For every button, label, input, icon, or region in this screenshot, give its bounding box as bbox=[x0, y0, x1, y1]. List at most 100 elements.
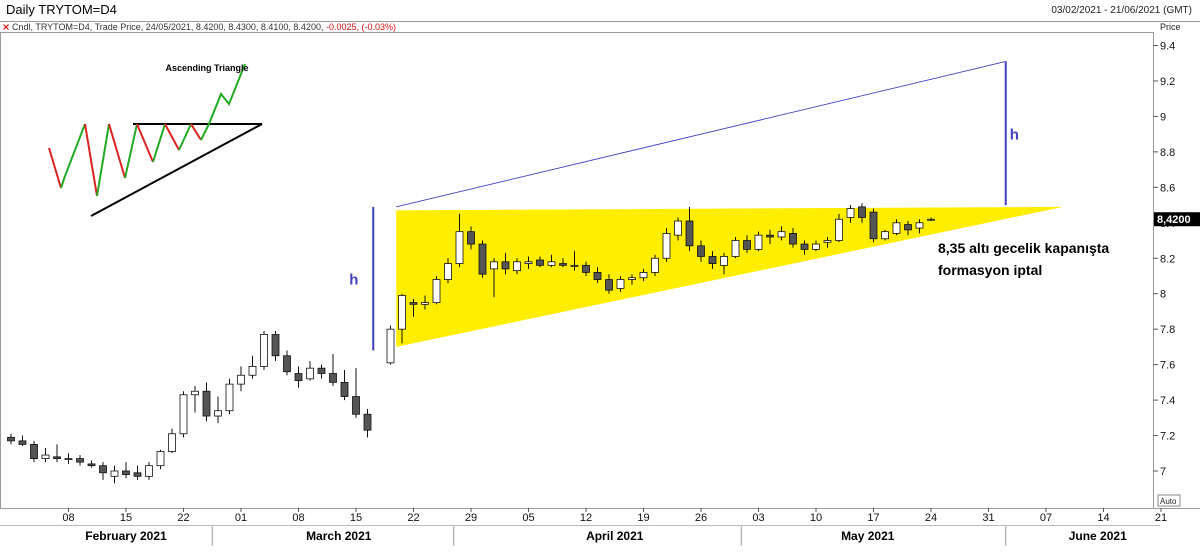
last-price-tag bbox=[1154, 212, 1200, 227]
candle-body bbox=[306, 367, 314, 380]
chart-title: Daily TRYTOM=D4 bbox=[6, 2, 117, 17]
candle-body bbox=[41, 454, 50, 459]
projection-line bbox=[396, 61, 1006, 208]
y-tick-label: 9.4 bbox=[1160, 41, 1175, 53]
candle-body bbox=[122, 470, 130, 475]
x-tick-label: 05 bbox=[522, 512, 534, 524]
candle bbox=[76, 455, 84, 466]
candle bbox=[317, 364, 326, 379]
candle-body bbox=[237, 374, 245, 385]
y-tick-label: 7.2 bbox=[1160, 431, 1175, 443]
candle bbox=[478, 240, 487, 278]
candle bbox=[156, 449, 165, 470]
candle bbox=[41, 447, 50, 463]
candle bbox=[294, 366, 303, 388]
date-range: 03/02/2021 - 21/06/2021 (GMT) bbox=[1051, 5, 1192, 16]
candle-body bbox=[260, 334, 268, 367]
candles-layer bbox=[7, 203, 935, 484]
candle-body bbox=[697, 245, 705, 257]
candle bbox=[122, 462, 130, 479]
annotation-line: 8,35 altı gecelik kapanışta bbox=[938, 240, 1109, 256]
candle bbox=[53, 444, 61, 463]
x-tick-label: 15 bbox=[120, 512, 132, 524]
candle-body bbox=[616, 279, 625, 289]
candle bbox=[18, 435, 27, 447]
candle bbox=[754, 231, 763, 252]
month-label: February 2021 bbox=[85, 529, 167, 543]
candle-body bbox=[777, 231, 786, 238]
candle-body bbox=[398, 295, 406, 330]
candle bbox=[145, 462, 153, 480]
candle bbox=[570, 251, 579, 271]
candle-body bbox=[145, 465, 153, 477]
x-tick-label: 08 bbox=[292, 512, 304, 524]
candle-body bbox=[352, 396, 360, 415]
candle bbox=[628, 274, 636, 285]
candle bbox=[927, 217, 935, 222]
candle bbox=[455, 213, 464, 268]
candle bbox=[639, 268, 648, 282]
axes-layer: Price77.27.47.67.888.28.48.68.899.29.48,… bbox=[0, 22, 1200, 546]
candle-body bbox=[363, 413, 372, 431]
candle bbox=[248, 355, 257, 379]
candle-body bbox=[743, 240, 751, 250]
auto-button[interactable] bbox=[1157, 494, 1181, 507]
candle-body bbox=[214, 410, 222, 417]
y-tick-label: 8 bbox=[1160, 289, 1166, 301]
close-icon[interactable] bbox=[3, 24, 9, 30]
candle-body bbox=[639, 272, 648, 279]
candle bbox=[7, 433, 15, 445]
candle-body bbox=[501, 261, 510, 270]
candle bbox=[64, 453, 73, 464]
x-tick-label: 12 bbox=[580, 512, 592, 524]
candle-body bbox=[823, 240, 832, 243]
inset-zigzag-segment bbox=[108, 123, 126, 179]
y-tick-label: 8.6 bbox=[1160, 182, 1175, 194]
candle bbox=[513, 258, 521, 275]
month-label: March 2021 bbox=[306, 529, 372, 543]
candle bbox=[582, 261, 590, 276]
candle bbox=[812, 240, 820, 252]
candle-body bbox=[156, 451, 165, 467]
candle-body bbox=[904, 224, 912, 231]
x-tick-label: 22 bbox=[177, 512, 189, 524]
pattern-layer: hh bbox=[349, 61, 1064, 351]
inset-zigzag-segment bbox=[124, 123, 138, 179]
candle-body bbox=[662, 233, 671, 259]
month-label: June 2021 bbox=[1069, 529, 1127, 543]
candle bbox=[697, 240, 705, 262]
candle bbox=[674, 217, 682, 241]
candle-body bbox=[133, 472, 142, 477]
candle-body bbox=[559, 263, 567, 266]
candle-body bbox=[294, 373, 303, 381]
candle bbox=[720, 252, 728, 275]
inset-breakout-line bbox=[208, 63, 246, 125]
candle-body bbox=[720, 256, 728, 266]
inset-zigzag-segment bbox=[96, 123, 110, 197]
inset-support-line bbox=[90, 123, 263, 217]
annotation-layer: 8,35 altı gecelik kapanışta formasyon ipt… bbox=[938, 240, 1109, 278]
candle-body bbox=[30, 444, 38, 459]
candle bbox=[766, 229, 774, 245]
height-label-right: h bbox=[1010, 126, 1019, 143]
candle-body bbox=[478, 243, 487, 275]
candle-body bbox=[731, 240, 740, 257]
month-label: May 2021 bbox=[841, 529, 895, 543]
candle-body bbox=[87, 463, 96, 467]
inset-layer: Ascending Triangle bbox=[48, 63, 263, 217]
candle bbox=[858, 203, 866, 223]
candle bbox=[846, 205, 855, 223]
candle-body bbox=[179, 394, 188, 435]
candle bbox=[421, 295, 429, 310]
candle bbox=[777, 226, 786, 241]
x-tick-label: 07 bbox=[1040, 512, 1052, 524]
candle-body bbox=[99, 465, 107, 474]
candle-body bbox=[283, 355, 291, 373]
x-tick-label: 31 bbox=[982, 512, 994, 524]
candle-body bbox=[547, 261, 556, 266]
candle bbox=[260, 330, 268, 370]
candle bbox=[708, 251, 717, 269]
candle-body bbox=[593, 272, 602, 280]
y-tick-label: 7.6 bbox=[1160, 360, 1175, 372]
